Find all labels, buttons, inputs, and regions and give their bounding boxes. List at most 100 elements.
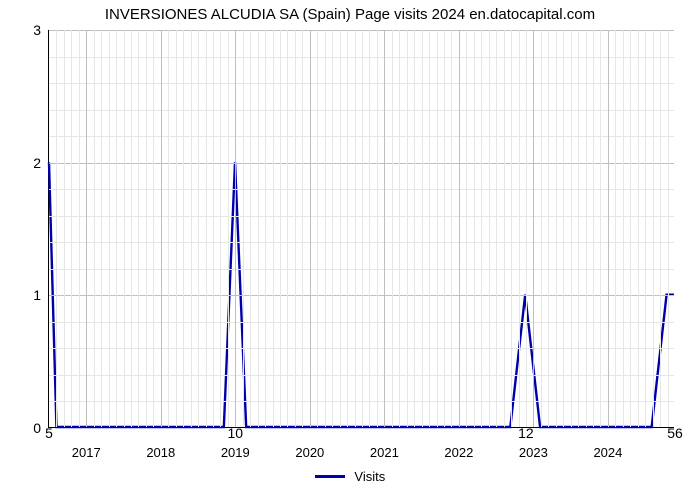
grid-line-vertical-minor <box>571 30 572 427</box>
grid-line-vertical-minor <box>407 30 408 427</box>
x-tick-label: 2017 <box>56 427 116 460</box>
grid-line-vertical-minor <box>131 30 132 427</box>
x-annotation: 12 <box>518 425 534 441</box>
x-tick-label: 2021 <box>354 427 414 460</box>
grid-line-vertical-minor <box>302 30 303 427</box>
grid-line-vertical-minor <box>638 30 639 427</box>
chart-container: INVERSIONES ALCUDIA SA (Spain) Page visi… <box>0 0 700 500</box>
grid-line-vertical-minor <box>660 30 661 427</box>
grid-line-vertical-minor <box>593 30 594 427</box>
grid-line-vertical-minor <box>332 30 333 427</box>
grid-line-vertical <box>608 30 609 427</box>
grid-line-vertical-minor <box>258 30 259 427</box>
grid-line-vertical-minor <box>481 30 482 427</box>
grid-line-vertical-minor <box>250 30 251 427</box>
y-tick-label: 2 <box>13 155 49 171</box>
grid-line-vertical-minor <box>451 30 452 427</box>
grid-line-vertical-minor <box>347 30 348 427</box>
legend: Visits <box>0 468 700 484</box>
legend-swatch <box>315 475 345 478</box>
grid-line-vertical-minor <box>280 30 281 427</box>
grid-line-vertical-minor <box>541 30 542 427</box>
grid-line-vertical-minor <box>504 30 505 427</box>
grid-line-vertical-minor <box>422 30 423 427</box>
grid-line-vertical-minor <box>109 30 110 427</box>
grid-line-vertical-minor <box>563 30 564 427</box>
grid-line-vertical-minor <box>220 30 221 427</box>
grid-line-vertical-minor <box>511 30 512 427</box>
grid-line-vertical-minor <box>64 30 65 427</box>
grid-line-vertical-minor <box>444 30 445 427</box>
grid-line-vertical <box>161 30 162 427</box>
grid-line-vertical-minor <box>101 30 102 427</box>
grid-line-vertical-minor <box>340 30 341 427</box>
y-tick-label: 1 <box>13 287 49 303</box>
grid-line-vertical-minor <box>362 30 363 427</box>
chart-title: INVERSIONES ALCUDIA SA (Spain) Page visi… <box>0 6 700 23</box>
grid-line-vertical-minor <box>474 30 475 427</box>
grid-line-vertical-minor <box>265 30 266 427</box>
grid-line-vertical-minor <box>437 30 438 427</box>
grid-line-vertical-minor <box>578 30 579 427</box>
grid-line-vertical <box>235 30 236 427</box>
grid-line-vertical-minor <box>71 30 72 427</box>
grid-line-vertical-minor <box>586 30 587 427</box>
grid-line-vertical-minor <box>414 30 415 427</box>
grid-line-vertical-minor <box>623 30 624 427</box>
grid-line-vertical-minor <box>429 30 430 427</box>
grid-line-vertical-minor <box>600 30 601 427</box>
grid-line-vertical <box>310 30 311 427</box>
grid-line-vertical-minor <box>556 30 557 427</box>
grid-line-vertical-minor <box>392 30 393 427</box>
x-annotation: 10 <box>228 425 244 441</box>
grid-line-vertical-minor <box>183 30 184 427</box>
grid-line-vertical-minor <box>56 30 57 427</box>
grid-line-vertical <box>86 30 87 427</box>
grid-line-vertical-minor <box>228 30 229 427</box>
grid-line-vertical-minor <box>168 30 169 427</box>
grid-line-vertical-minor <box>369 30 370 427</box>
grid-line-vertical-minor <box>630 30 631 427</box>
grid-line-vertical-minor <box>653 30 654 427</box>
grid-line-vertical-minor <box>153 30 154 427</box>
grid-line-vertical-minor <box>526 30 527 427</box>
grid-line-vertical-minor <box>198 30 199 427</box>
grid-line-vertical-minor <box>548 30 549 427</box>
grid-line-vertical-minor <box>496 30 497 427</box>
y-tick-label: 0 <box>13 420 49 436</box>
y-tick-label: 3 <box>13 22 49 38</box>
grid-line-vertical-minor <box>325 30 326 427</box>
grid-line-vertical-minor <box>355 30 356 427</box>
grid-line-vertical-minor <box>615 30 616 427</box>
grid-line-vertical-minor <box>295 30 296 427</box>
grid-line-vertical-minor <box>668 30 669 427</box>
grid-line-vertical-minor <box>243 30 244 427</box>
grid-line-vertical <box>384 30 385 427</box>
grid-line-vertical-minor <box>273 30 274 427</box>
grid-line-vertical-minor <box>519 30 520 427</box>
grid-line-vertical <box>533 30 534 427</box>
x-annotation: 56 <box>667 425 683 441</box>
grid-line-vertical-minor <box>94 30 95 427</box>
grid-line-vertical-minor <box>399 30 400 427</box>
grid-line-vertical-minor <box>377 30 378 427</box>
x-tick-label: 2020 <box>280 427 340 460</box>
grid-line-vertical-minor <box>213 30 214 427</box>
grid-line-vertical-minor <box>138 30 139 427</box>
grid-line-vertical-minor <box>317 30 318 427</box>
legend-label: Visits <box>354 469 385 484</box>
x-tick-label: 2018 <box>131 427 191 460</box>
grid-line-vertical-minor <box>146 30 147 427</box>
grid-line-vertical-minor <box>206 30 207 427</box>
grid-line-vertical-minor <box>124 30 125 427</box>
grid-line-vertical-minor <box>176 30 177 427</box>
x-tick-label: 2024 <box>578 427 638 460</box>
grid-line-vertical-minor <box>645 30 646 427</box>
grid-line-vertical-minor <box>287 30 288 427</box>
plot-area: 0123201720182019202020212022202320245101… <box>48 30 674 428</box>
grid-line-vertical-minor <box>489 30 490 427</box>
grid-line-vertical <box>459 30 460 427</box>
grid-line-vertical-minor <box>116 30 117 427</box>
grid-line-vertical-minor <box>79 30 80 427</box>
x-annotation: 5 <box>45 425 53 441</box>
